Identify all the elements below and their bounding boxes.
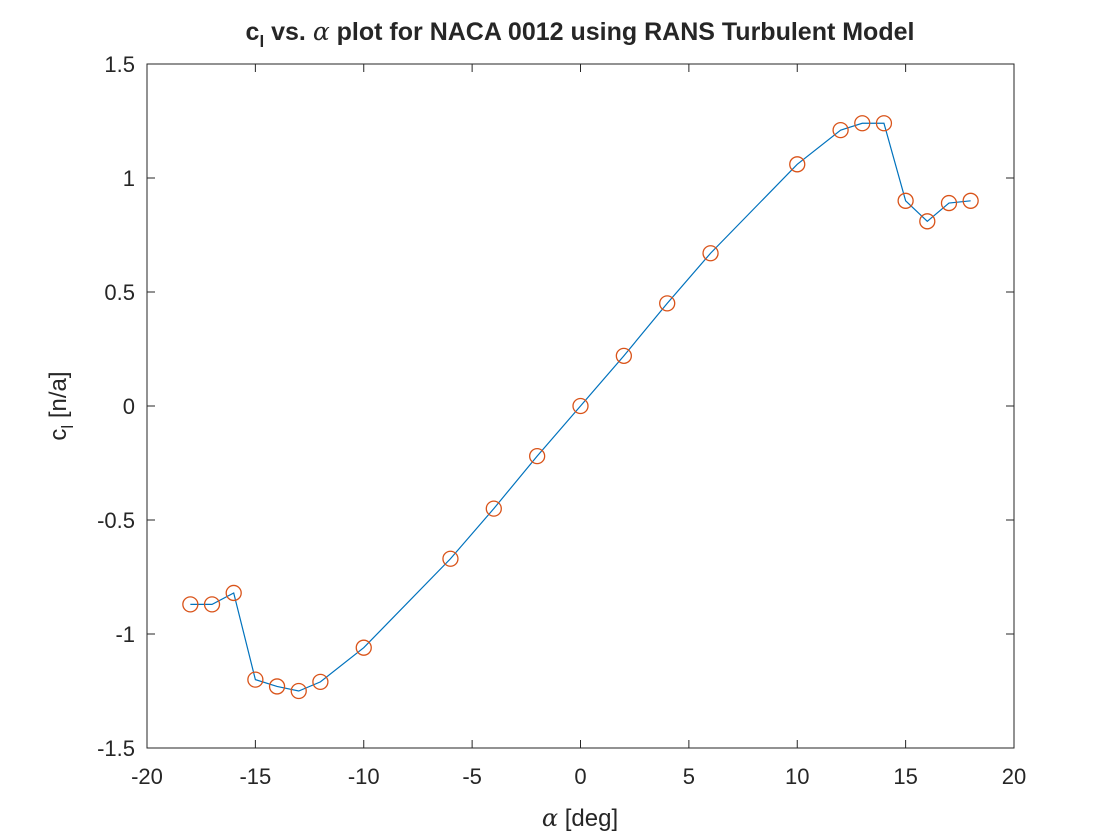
data-point-marker (854, 115, 871, 132)
x-tick-label: 15 (893, 764, 917, 789)
data-point-marker (182, 596, 199, 613)
x-label-text: [deg] (558, 805, 618, 832)
x-axis-label: α [deg] (542, 804, 618, 832)
data-point-marker (247, 671, 264, 688)
data-point-marker (962, 192, 979, 209)
data-point-marker (312, 673, 329, 691)
x-tick-label: -5 (462, 764, 482, 789)
y-tick-label: -1.5 (97, 736, 135, 761)
y-tick-label: -0.5 (97, 508, 135, 533)
x-tick-label: -15 (239, 764, 271, 789)
x-axis-ticks: -20 -15 -10 -5 0 5 10 15 20 (131, 64, 1026, 789)
data-point-marker (940, 194, 958, 212)
y-axis-label: cl [n/a] (45, 371, 77, 440)
x-tick-label: -10 (348, 764, 380, 789)
title-subscript: l (259, 32, 264, 51)
data-point-marker (659, 295, 676, 312)
data-point-marker (789, 156, 806, 173)
x-tick-label: 10 (785, 764, 809, 789)
y-label-main: c (45, 429, 72, 441)
y-tick-label: 0 (123, 394, 135, 419)
series-markers (182, 115, 979, 700)
title-alpha-symbol: α (313, 17, 330, 46)
title-middle: vs. (264, 18, 313, 46)
y-tick-label: -1 (115, 622, 135, 647)
data-point-marker (572, 397, 589, 415)
data-point-marker (268, 678, 286, 695)
data-point-marker (832, 121, 849, 139)
data-point-marker (290, 682, 307, 700)
x-tick-label: 5 (683, 764, 695, 789)
data-point-marker (529, 448, 546, 465)
x-tick-label: 0 (574, 764, 586, 789)
y-tick-label: 0.5 (104, 280, 135, 305)
x-label-alpha-symbol: α (542, 804, 558, 832)
x-tick-label: 20 (1002, 764, 1026, 789)
data-point-marker (485, 500, 502, 517)
data-point-marker (355, 639, 372, 656)
data-point-marker (875, 115, 893, 132)
y-tick-label: 1.5 (104, 52, 135, 77)
data-point-marker (615, 347, 632, 364)
data-point-marker (203, 596, 221, 613)
title-suffix: plot for NACA 0012 using RANS Turbulent … (330, 18, 915, 46)
y-tick-label: 1 (123, 166, 135, 191)
title-prefix: c (246, 18, 260, 46)
data-point-marker (225, 584, 242, 602)
data-point-marker (702, 245, 719, 262)
y-axis-ticks: -1.5 -1 -0.5 0 0.5 1 1.5 (97, 52, 1014, 761)
chart-title: cl vs. α plot for NACA 0012 using RANS T… (246, 17, 915, 51)
y-label-text: [n/a] (45, 371, 72, 424)
data-point-marker (919, 213, 936, 230)
y-label-subscript: l (58, 425, 77, 429)
data-point-marker (897, 192, 914, 209)
data-point-marker (442, 550, 459, 567)
x-tick-label: -20 (131, 764, 163, 789)
